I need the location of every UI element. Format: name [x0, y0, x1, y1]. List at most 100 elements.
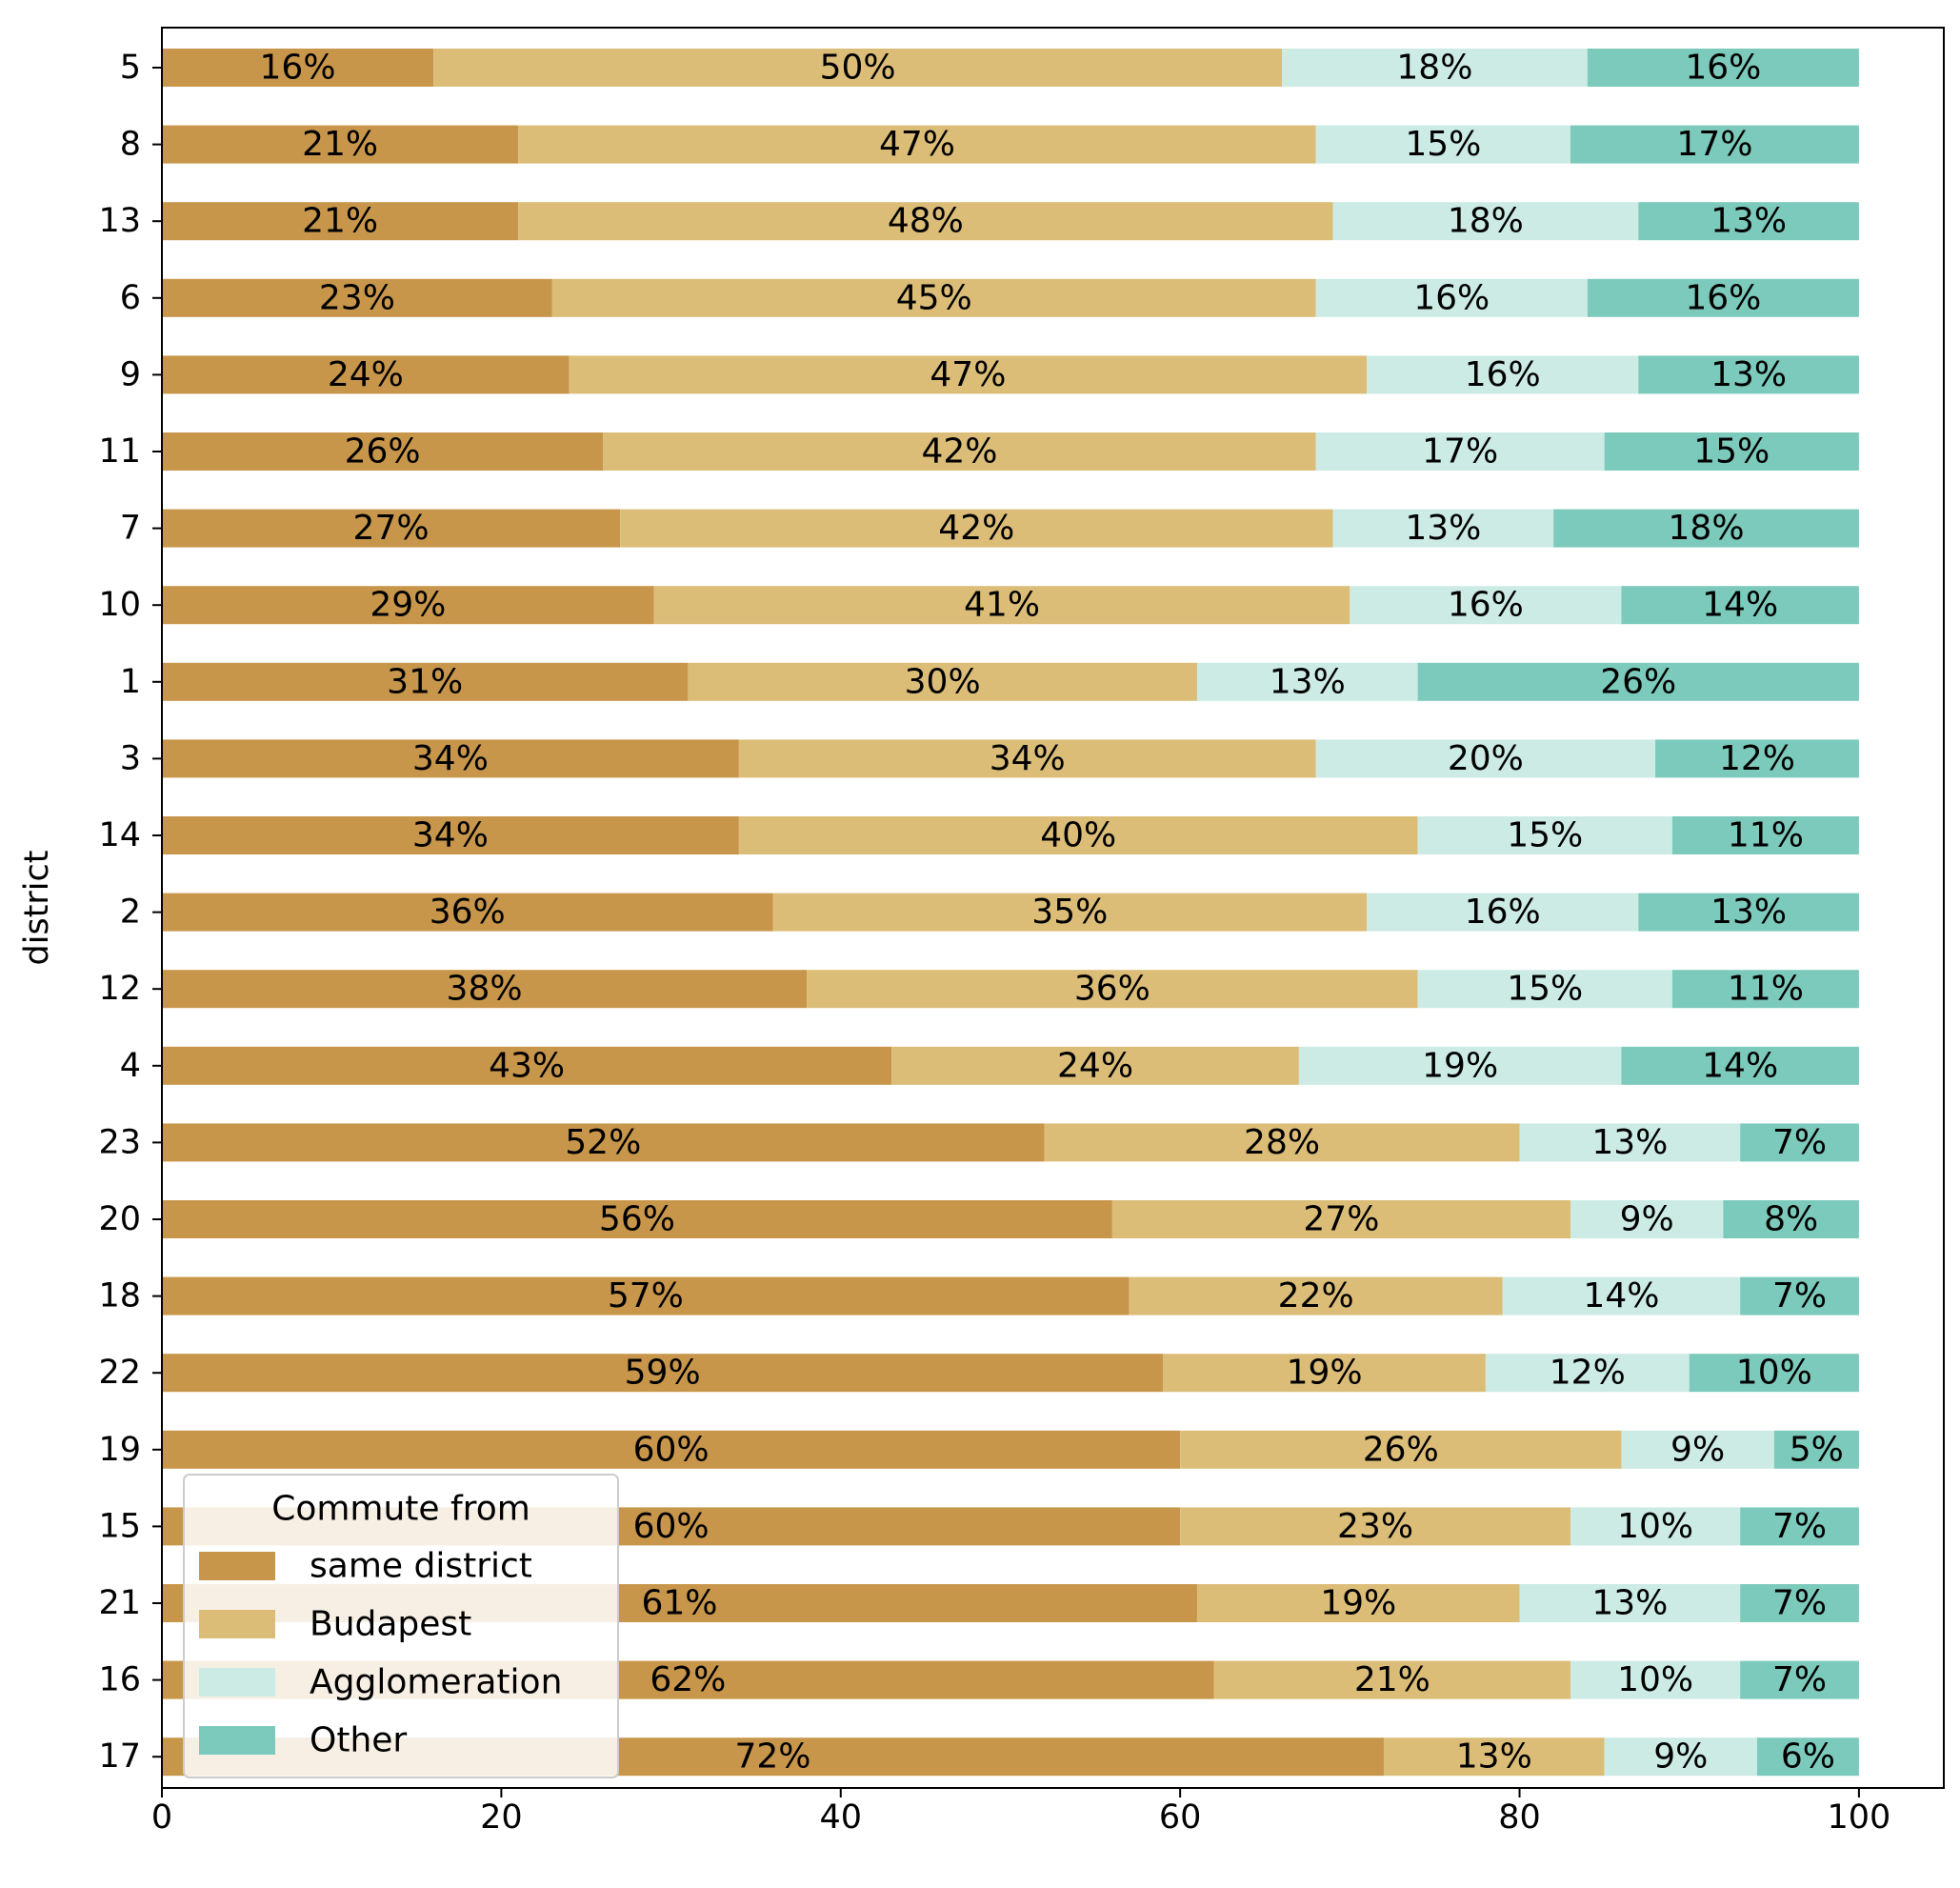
bar-segment	[1604, 1737, 1757, 1777]
data-label: 47%	[879, 125, 955, 164]
data-label: 18%	[1396, 49, 1472, 88]
data-label: 50%	[820, 49, 896, 88]
legend-entry-label: Budapest	[310, 1605, 471, 1644]
bar-segment	[1129, 1276, 1503, 1316]
data-label: 9%	[1670, 1430, 1725, 1469]
bar-segment	[1587, 278, 1859, 317]
data-label: 29%	[370, 586, 446, 625]
data-label: 62%	[650, 1660, 726, 1699]
legend-swatch	[199, 1610, 275, 1638]
bar-segment	[1740, 1123, 1859, 1162]
bar-segment	[1553, 509, 1859, 548]
data-label: 13%	[1710, 202, 1787, 241]
x-tick-label: 20	[480, 1798, 523, 1837]
bar-segment	[1213, 1660, 1570, 1699]
data-label: 57%	[608, 1276, 684, 1316]
data-label: 14%	[1702, 1046, 1778, 1085]
data-label: 36%	[1074, 970, 1150, 1009]
data-label: 15%	[1693, 432, 1770, 472]
data-label: 9%	[1620, 1200, 1674, 1239]
bar-segment	[162, 1430, 1181, 1469]
bar-segment	[1367, 355, 1639, 394]
data-label: 13%	[1456, 1737, 1532, 1777]
data-label: 60%	[633, 1430, 710, 1469]
bar-segment	[1756, 1737, 1859, 1777]
bar-segment	[162, 893, 773, 932]
bar-segment	[1417, 662, 1859, 701]
bar-segment	[1163, 1354, 1486, 1393]
data-label: 27%	[353, 509, 430, 548]
legend-swatch	[199, 1726, 275, 1755]
bar-segment	[162, 49, 434, 87]
bar-segment	[1621, 1046, 1859, 1085]
bar-segment	[162, 739, 739, 778]
bar-segment	[162, 1200, 1112, 1238]
bar-segment	[1689, 1354, 1859, 1393]
legend-entry-label: Other	[310, 1721, 407, 1760]
data-label: 19%	[1287, 1354, 1363, 1393]
y-tick-label: 23	[98, 1123, 141, 1161]
bar-segment	[738, 816, 1418, 854]
bars-layer	[162, 49, 1859, 1777]
data-label: 21%	[1354, 1660, 1430, 1699]
data-label: 24%	[328, 355, 404, 394]
legend-swatch	[199, 1552, 275, 1580]
legend-swatch	[199, 1668, 275, 1697]
data-label: 34%	[990, 739, 1066, 778]
bar-segment	[1740, 1584, 1859, 1622]
legend-box	[183, 1474, 619, 1778]
y-tick-label: 19	[98, 1431, 141, 1469]
bar-segment	[162, 970, 808, 1009]
y-tick-label: 15	[98, 1507, 141, 1545]
data-label: 56%	[599, 1200, 675, 1239]
bar-segment	[1332, 509, 1554, 548]
x-tick-label: 40	[819, 1798, 862, 1837]
data-label: 26%	[1600, 662, 1676, 701]
data-label: 24%	[1057, 1046, 1133, 1085]
data-label: 15%	[1507, 970, 1583, 1009]
data-label: 9%	[1653, 1737, 1708, 1777]
bar-segment	[1315, 278, 1588, 317]
bar-segment	[1570, 1660, 1741, 1699]
bar-segment	[1298, 1046, 1622, 1085]
bar-segment	[1570, 125, 1859, 164]
data-label: 17%	[1676, 125, 1752, 164]
axes-layer: 0 20 40 60 80 1005813691171013142124232018221…	[18, 27, 1945, 1837]
data-label: 26%	[1363, 1430, 1439, 1469]
bar-segment	[1655, 739, 1859, 778]
y-tick-label: 3	[120, 739, 141, 777]
data-label: 13%	[1710, 355, 1787, 394]
bar-segment	[162, 1123, 1045, 1162]
data-label: 20%	[1448, 739, 1524, 778]
data-label: 48%	[888, 202, 964, 241]
bar-segment	[1671, 970, 1859, 1009]
y-tick-label: 9	[120, 355, 141, 393]
bar-segment	[1723, 1200, 1859, 1238]
bar-segment	[1740, 1507, 1859, 1546]
y-tick-label: 13	[98, 202, 141, 240]
data-label: 27%	[1303, 1200, 1379, 1239]
bar-segment	[1485, 1354, 1690, 1393]
data-label: 21%	[302, 202, 378, 241]
bar-segment	[162, 432, 604, 471]
y-tick-label: 7	[120, 510, 141, 548]
data-label: 15%	[1507, 816, 1583, 855]
data-label: 7%	[1772, 1660, 1827, 1699]
data-label: 11%	[1728, 970, 1804, 1009]
bar-segment	[1621, 1430, 1774, 1469]
bar-segment	[1367, 893, 1639, 932]
data-label: 30%	[905, 662, 981, 701]
data-label: 47%	[930, 355, 1006, 394]
bar-segment	[1350, 586, 1622, 625]
data-label: 19%	[1422, 1046, 1498, 1085]
y-tick-label: 21	[98, 1584, 141, 1622]
data-label: 7%	[1772, 1276, 1827, 1316]
bar-segment	[162, 355, 570, 394]
data-label: 19%	[1320, 1584, 1396, 1623]
bar-segment	[1604, 432, 1859, 471]
data-label: 13%	[1270, 662, 1346, 701]
data-label: 42%	[921, 432, 997, 472]
data-label: 42%	[938, 509, 1014, 548]
bar-segment	[891, 1046, 1299, 1085]
bar-segment	[1570, 1507, 1741, 1546]
